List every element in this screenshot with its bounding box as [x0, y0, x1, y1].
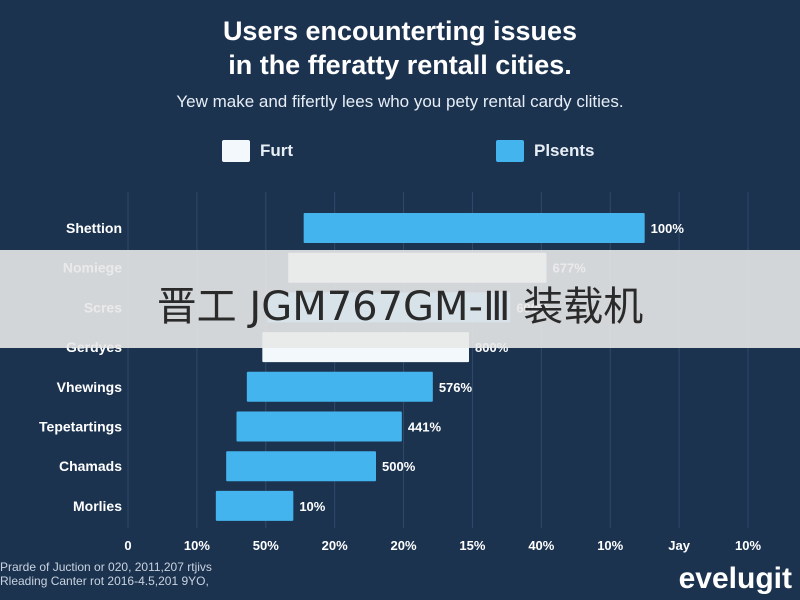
legend-item-first: Furt	[222, 139, 293, 163]
x-tick-label: 0	[124, 538, 131, 553]
brand-logo-text: evelugit	[678, 562, 792, 595]
category-label: Vhewings	[57, 379, 123, 395]
x-tick-label: 15%	[459, 538, 485, 553]
data-label: 441%	[408, 420, 442, 435]
footer-line-1: Prarde of Juction or 020, 2011,207 rtjiv…	[0, 560, 212, 574]
bar	[303, 213, 645, 243]
category-label: Morlies	[73, 498, 122, 514]
category-label: Shettion	[66, 220, 122, 236]
bar	[246, 371, 433, 402]
x-tick-label: Jay	[668, 538, 690, 553]
legend-label: Furt	[260, 141, 294, 160]
x-tick-label: 40%	[528, 538, 554, 553]
chart-subtitle: Yew make and fifertly lees who you pety …	[176, 92, 624, 111]
watermark-banner: 晋工 JGM767GM-Ⅲ 装载机	[0, 250, 800, 348]
bar	[215, 490, 294, 521]
legend-swatch	[222, 140, 250, 162]
data-label: 576%	[439, 380, 473, 395]
x-tick-label: 10%	[597, 538, 623, 553]
chart-title-line-2: in the fferatty rentall cities.	[228, 50, 572, 80]
chart-title-line-1: Users encounterting issues	[222, 16, 578, 46]
data-label: 10%	[299, 499, 325, 514]
bar	[236, 411, 402, 442]
x-tick-label: 10%	[735, 538, 761, 553]
x-tick-label: 10%	[184, 538, 210, 553]
x-tick-label: 20%	[391, 538, 417, 553]
category-label: Tepetartings	[39, 419, 122, 435]
legend-label: Plsents	[534, 141, 595, 160]
footer-note: Prarde of Juction or 020, 2011,207 rtjiv…	[0, 560, 340, 588]
data-label: 500%	[382, 459, 416, 474]
legend-item-second: Plsents	[496, 139, 594, 163]
legend-swatch	[496, 140, 524, 162]
x-tick-label: 20%	[322, 538, 348, 553]
data-label: 100%	[651, 221, 685, 236]
chart-title: Users encounterting issues in the fferat…	[0, 14, 800, 82]
watermark-text: 晋工 JGM767GM-Ⅲ 装载机	[156, 284, 644, 330]
x-tick-label: 50%	[253, 538, 279, 553]
footer-line-2: Rleading Canter rot 2016-4.5,201 9YO,	[0, 574, 209, 588]
bar	[226, 451, 376, 482]
category-label: Chamads	[59, 458, 122, 474]
